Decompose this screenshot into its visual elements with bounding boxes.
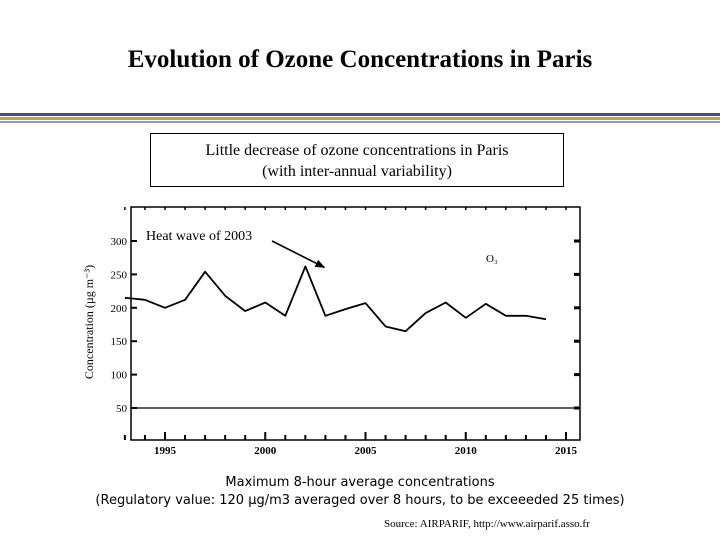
y-tick-label: 250 [111, 269, 128, 281]
source-credit: Source: AIRPARIF, http://www.airparif.as… [384, 518, 590, 530]
caption-line-2: (Regulatory value: 120 µg/m3 averaged ov… [95, 493, 625, 508]
y-tick-label: 100 [111, 370, 128, 382]
title-rule-middle [0, 117, 720, 120]
x-tick-label: 2015 [555, 445, 578, 457]
annotation-label: Heat wave of 2003 [146, 229, 252, 244]
y-tick-label: 50 [116, 403, 128, 415]
note-line-1: Little decrease of ozone concentrations … [205, 142, 509, 159]
x-tick-label: 2000 [254, 445, 277, 457]
y-axis-label: Concentration (µg m⁻³) [82, 265, 96, 379]
note-box: Little decrease of ozone concentrations … [150, 133, 564, 187]
y-tick-label: 300 [111, 236, 128, 248]
x-tick-label: 2010 [455, 445, 478, 457]
annotation-arrow [271, 240, 326, 269]
x-tick-label: 2005 [355, 445, 378, 457]
y-tick-label: 200 [111, 303, 128, 315]
caption-line-1: Maximum 8-hour average concentrations [225, 475, 495, 490]
y-tick-label: 150 [111, 336, 128, 348]
plot-frame [130, 206, 581, 441]
note-line-2: (with inter-annual variability) [262, 163, 452, 180]
x-tick-label: 1995 [154, 445, 177, 457]
title-rule-bottom [0, 121, 720, 123]
slide-title: Evolution of Ozone Concentrations in Par… [127, 46, 593, 73]
series-line-ozone [124, 265, 547, 333]
title-rule-top [0, 113, 720, 116]
legend-label: O₃ [486, 253, 498, 265]
